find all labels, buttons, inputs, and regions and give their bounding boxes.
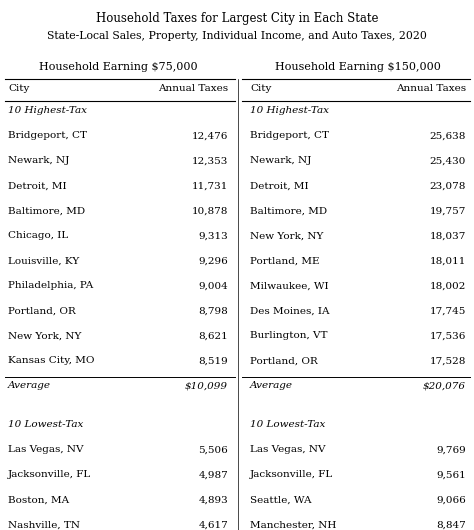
Text: Kansas City, MO: Kansas City, MO bbox=[8, 357, 94, 366]
Text: 10 Highest-Tax: 10 Highest-Tax bbox=[250, 107, 329, 116]
Text: 8,847: 8,847 bbox=[436, 520, 466, 529]
Text: Annual Taxes: Annual Taxes bbox=[396, 84, 466, 93]
Text: 18,037: 18,037 bbox=[429, 232, 466, 241]
Text: Average: Average bbox=[250, 382, 293, 391]
Text: 12,476: 12,476 bbox=[191, 131, 228, 140]
Text: Bridgeport, CT: Bridgeport, CT bbox=[250, 131, 329, 140]
Text: State-Local Sales, Property, Individual Income, and Auto Taxes, 2020: State-Local Sales, Property, Individual … bbox=[47, 31, 427, 41]
Text: $20,076: $20,076 bbox=[423, 382, 466, 391]
Text: Annual Taxes: Annual Taxes bbox=[158, 84, 228, 93]
Text: 9,561: 9,561 bbox=[436, 470, 466, 479]
Text: Baltimore, MD: Baltimore, MD bbox=[250, 207, 327, 215]
Text: $10,099: $10,099 bbox=[185, 382, 228, 391]
Text: 17,536: 17,536 bbox=[429, 331, 466, 340]
Text: Chicago, IL: Chicago, IL bbox=[8, 232, 68, 241]
Text: Las Vegas, NV: Las Vegas, NV bbox=[250, 445, 326, 454]
Text: Baltimore, MD: Baltimore, MD bbox=[8, 207, 85, 215]
Text: Milwaukee, WI: Milwaukee, WI bbox=[250, 281, 328, 290]
Text: Newark, NJ: Newark, NJ bbox=[8, 156, 69, 165]
Text: 9,769: 9,769 bbox=[436, 445, 466, 454]
Text: Jacksonville, FL: Jacksonville, FL bbox=[250, 470, 333, 479]
Text: 9,004: 9,004 bbox=[198, 281, 228, 290]
Text: 10,878: 10,878 bbox=[191, 207, 228, 215]
Text: Manchester, NH: Manchester, NH bbox=[250, 520, 337, 529]
Text: 17,528: 17,528 bbox=[429, 357, 466, 366]
Text: 9,066: 9,066 bbox=[436, 496, 466, 505]
Text: Bridgeport, CT: Bridgeport, CT bbox=[8, 131, 87, 140]
Text: Household Taxes for Largest City in Each State: Household Taxes for Largest City in Each… bbox=[96, 12, 378, 25]
Text: 23,078: 23,078 bbox=[429, 181, 466, 190]
Text: 5,506: 5,506 bbox=[198, 445, 228, 454]
Text: 8,519: 8,519 bbox=[198, 357, 228, 366]
Text: Des Moines, IA: Des Moines, IA bbox=[250, 306, 329, 315]
Text: 9,296: 9,296 bbox=[198, 257, 228, 266]
Text: Las Vegas, NV: Las Vegas, NV bbox=[8, 445, 83, 454]
Text: City: City bbox=[8, 84, 29, 93]
Text: Portland, OR: Portland, OR bbox=[8, 306, 76, 315]
Text: City: City bbox=[250, 84, 272, 93]
Text: New York, NY: New York, NY bbox=[8, 331, 82, 340]
Text: 11,731: 11,731 bbox=[191, 181, 228, 190]
Text: Portland, OR: Portland, OR bbox=[250, 357, 318, 366]
Text: 25,430: 25,430 bbox=[429, 156, 466, 165]
Text: 12,353: 12,353 bbox=[191, 156, 228, 165]
Text: Seattle, WA: Seattle, WA bbox=[250, 496, 311, 505]
Text: Louisville, KY: Louisville, KY bbox=[8, 257, 79, 266]
Text: Portland, ME: Portland, ME bbox=[250, 257, 319, 266]
Text: 17,745: 17,745 bbox=[429, 306, 466, 315]
Text: 4,893: 4,893 bbox=[198, 496, 228, 505]
Text: Philadelphia, PA: Philadelphia, PA bbox=[8, 281, 93, 290]
Text: Nashville, TN: Nashville, TN bbox=[8, 520, 80, 529]
Text: Household Earning $150,000: Household Earning $150,000 bbox=[275, 62, 441, 72]
Text: 10 Lowest-Tax: 10 Lowest-Tax bbox=[250, 420, 325, 429]
Text: Burlington, VT: Burlington, VT bbox=[250, 331, 328, 340]
Text: 25,638: 25,638 bbox=[429, 131, 466, 140]
Text: 4,987: 4,987 bbox=[198, 470, 228, 479]
Text: 8,798: 8,798 bbox=[198, 306, 228, 315]
Text: 4,617: 4,617 bbox=[198, 520, 228, 529]
Text: Detroit, MI: Detroit, MI bbox=[8, 181, 67, 190]
Text: 10 Highest-Tax: 10 Highest-Tax bbox=[8, 107, 87, 116]
Text: Average: Average bbox=[8, 382, 51, 391]
Text: Household Earning $75,000: Household Earning $75,000 bbox=[39, 62, 197, 72]
Text: 8,621: 8,621 bbox=[198, 331, 228, 340]
Text: Newark, NJ: Newark, NJ bbox=[250, 156, 311, 165]
Text: Boston, MA: Boston, MA bbox=[8, 496, 69, 505]
Text: 10 Lowest-Tax: 10 Lowest-Tax bbox=[8, 420, 83, 429]
Text: New York, NY: New York, NY bbox=[250, 232, 323, 241]
Text: 18,002: 18,002 bbox=[429, 281, 466, 290]
Text: 18,011: 18,011 bbox=[429, 257, 466, 266]
Text: Jacksonville, FL: Jacksonville, FL bbox=[8, 470, 91, 479]
Text: 19,757: 19,757 bbox=[429, 207, 466, 215]
Text: 9,313: 9,313 bbox=[198, 232, 228, 241]
Text: Detroit, MI: Detroit, MI bbox=[250, 181, 309, 190]
